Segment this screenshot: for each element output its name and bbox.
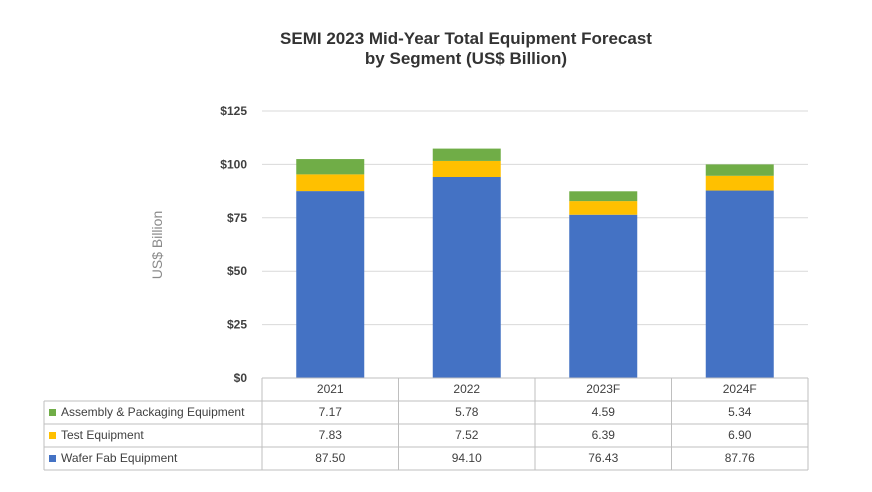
category-label: 2022 (453, 382, 480, 396)
bar-segment (296, 159, 365, 175)
bar-segment (432, 160, 501, 178)
y-axis-label: US$ Billion (149, 211, 165, 279)
table-cell-value: 6.90 (728, 428, 752, 442)
y-tick-label: $0 (234, 371, 248, 385)
bar-segment (296, 191, 365, 378)
table-cell-value: 4.59 (592, 405, 616, 419)
y-tick-label: $75 (227, 211, 247, 225)
legend-key (49, 409, 56, 416)
y-tick-label: $25 (227, 318, 247, 332)
y-tick-label: $50 (227, 264, 247, 278)
table-cell-value: 87.50 (315, 451, 345, 465)
table-cell-value: 7.17 (319, 405, 343, 419)
legend-key (49, 455, 56, 462)
bar-segment (432, 177, 501, 378)
legend-key (49, 432, 56, 439)
bar-segment (705, 164, 774, 176)
chart-subtitle: by Segment (US$ Billion) (365, 49, 567, 68)
y-tick-labels: $0 $25 $50 $75 $100 $125 (220, 104, 247, 385)
bar-segment (569, 201, 638, 215)
table-cell-value: 6.39 (592, 428, 616, 442)
table-cell-value: 87.76 (725, 451, 755, 465)
bar-segment (705, 190, 774, 378)
chart-title: SEMI 2023 Mid-Year Total Equipment Forec… (280, 29, 652, 48)
bar-segment (432, 148, 501, 161)
y-tick-label: $100 (220, 157, 247, 171)
bar-segment (569, 191, 638, 202)
table-cell-value: 76.43 (588, 451, 618, 465)
y-tick-label: $125 (220, 104, 247, 118)
bar-segment (705, 175, 774, 191)
bar-segment (569, 214, 638, 378)
legend-label: Wafer Fab Equipment (61, 451, 178, 465)
table-cell-value: 5.78 (455, 405, 479, 419)
table-cell-value: 7.52 (455, 428, 479, 442)
category-label: 2024F (723, 382, 757, 396)
table-cell-value: 7.83 (319, 428, 343, 442)
data-table: 2021 2022 2023F 2024F Assembly & Packaging E… (43, 377, 809, 471)
category-label: 2023F (586, 382, 620, 396)
category-label: 2021 (317, 382, 344, 396)
legend-label: Test Equipment (61, 428, 144, 442)
legend-label: Assembly & Packaging Equipment (61, 405, 245, 419)
bars (296, 148, 774, 378)
bar-segment (296, 174, 365, 192)
table-cell-value: 5.34 (728, 405, 752, 419)
table-cell-value: 94.10 (452, 451, 482, 465)
